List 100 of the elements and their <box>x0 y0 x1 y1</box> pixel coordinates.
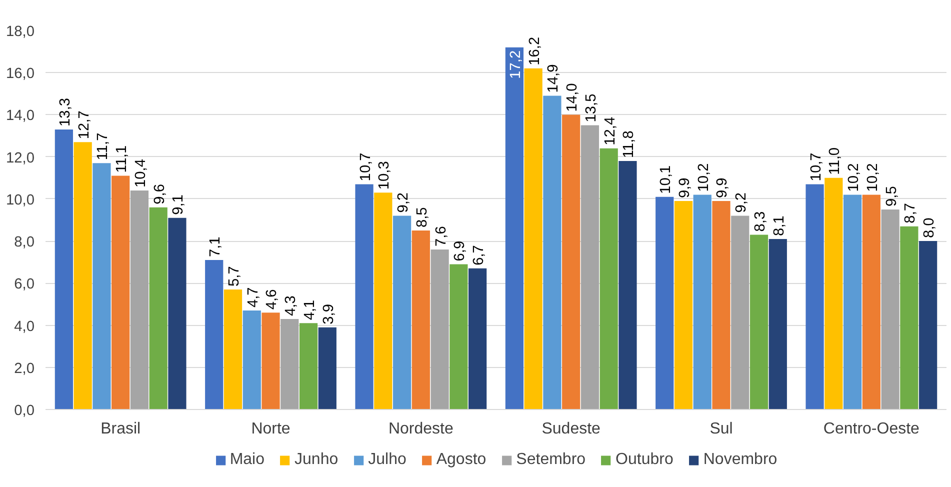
data-label: 4,3 <box>283 296 300 316</box>
bar <box>54 129 74 410</box>
x-tick-label: Centro-Oeste <box>823 420 920 438</box>
legend-label: Outubro <box>616 451 674 469</box>
bar <box>92 163 111 410</box>
bar <box>618 161 637 410</box>
bar <box>580 125 600 410</box>
legend-label: Julho <box>368 451 406 469</box>
bar <box>205 260 224 410</box>
data-label: 14,9 <box>546 64 562 93</box>
bar <box>900 226 918 410</box>
x-tick-label: Nordeste <box>388 420 454 438</box>
y-tick-label: 12,0 <box>6 150 35 166</box>
y-tick-label: 4,0 <box>14 318 34 335</box>
bar <box>112 176 130 410</box>
x-tick-label: Sul <box>710 420 733 438</box>
data-label: 9,5 <box>884 186 900 206</box>
data-label: 12,4 <box>602 116 618 146</box>
bar <box>731 216 750 410</box>
data-label: 10,7 <box>808 152 824 182</box>
data-label: 10,2 <box>864 163 881 192</box>
y-tick-label: 2,0 <box>14 360 34 377</box>
bar <box>374 192 392 410</box>
data-label: 10,4 <box>132 158 149 188</box>
data-label: 8,0 <box>922 218 938 238</box>
bar <box>299 323 318 410</box>
x-tick-label: Sudeste <box>542 420 601 438</box>
y-tick-label: 14,0 <box>6 108 35 124</box>
data-label: 8,5 <box>414 207 430 228</box>
bar <box>750 234 768 410</box>
data-label: 11,0 <box>827 147 844 175</box>
legend-label: Maio <box>230 451 265 469</box>
bar <box>656 196 674 410</box>
bar <box>918 241 938 410</box>
data-label: 7,6 <box>433 226 450 246</box>
bar <box>450 264 468 410</box>
y-tick-label: 16,0 <box>6 66 35 82</box>
data-label: 9,9 <box>714 178 731 198</box>
bar <box>712 201 730 410</box>
bar <box>468 268 487 410</box>
bar <box>843 194 862 410</box>
data-label: 9,2 <box>734 192 750 213</box>
bar <box>318 327 336 410</box>
data-label: 4,6 <box>264 289 280 310</box>
data-label: 13,5 <box>583 94 600 122</box>
bar <box>562 114 580 410</box>
data-label: 10,7 <box>358 152 374 182</box>
data-label: 16,2 <box>526 36 543 66</box>
data-label: 10,2 <box>696 163 712 192</box>
bar <box>862 194 880 410</box>
data-label: 17,2 <box>508 50 524 79</box>
bar <box>881 209 900 410</box>
data-label: 3,9 <box>320 304 337 324</box>
data-label: 6,7 <box>471 245 488 266</box>
bar <box>355 184 374 410</box>
bar <box>543 96 562 410</box>
y-tick-label: 18,0 <box>6 24 35 40</box>
bar <box>392 216 412 410</box>
data-label: 4,7 <box>245 287 262 308</box>
data-label: 13,3 <box>57 98 74 126</box>
y-tick-label: 0,0 <box>14 403 34 419</box>
data-label: 9,9 <box>676 178 693 198</box>
data-label: 11,7 <box>95 132 112 160</box>
data-label: 14,0 <box>564 83 581 112</box>
y-tick-label: 10,0 <box>6 192 35 208</box>
bar <box>505 47 524 410</box>
y-tick-label: 8,0 <box>14 234 34 251</box>
bar <box>130 190 149 410</box>
data-label: 12,7 <box>76 110 92 140</box>
data-label: 8,1 <box>771 216 788 236</box>
data-label: 4,1 <box>302 300 318 320</box>
data-label: 11,1 <box>114 145 130 173</box>
data-label: 8,3 <box>752 211 769 232</box>
x-tick-label: Brasil <box>100 420 141 438</box>
x-tick-label: Norte <box>251 420 290 438</box>
data-label: 9,2 <box>396 192 412 213</box>
data-label: 9,1 <box>170 194 187 215</box>
bar <box>168 218 186 410</box>
data-label: 5,7 <box>226 266 242 286</box>
y-tick-label: 6,0 <box>14 276 34 293</box>
data-label: 8,7 <box>902 202 919 224</box>
bar <box>149 207 168 410</box>
data-label: 10,1 <box>658 165 674 194</box>
bar <box>524 68 542 410</box>
legend-label: Agosto <box>436 451 486 469</box>
legend-label: Novembro <box>703 451 778 469</box>
bar <box>600 148 618 410</box>
bar <box>74 142 92 410</box>
data-label: 7,1 <box>208 236 224 258</box>
data-label: 9,6 <box>152 184 168 204</box>
data-label: 11,8 <box>621 130 638 158</box>
bar <box>224 289 242 410</box>
data-label: 10,3 <box>376 161 393 190</box>
bar <box>430 249 449 410</box>
bar <box>768 238 787 410</box>
bar <box>824 178 843 410</box>
data-label: 6,9 <box>452 240 468 262</box>
legend-label: Junho <box>294 451 338 469</box>
bar <box>242 310 261 410</box>
bar <box>806 184 824 410</box>
